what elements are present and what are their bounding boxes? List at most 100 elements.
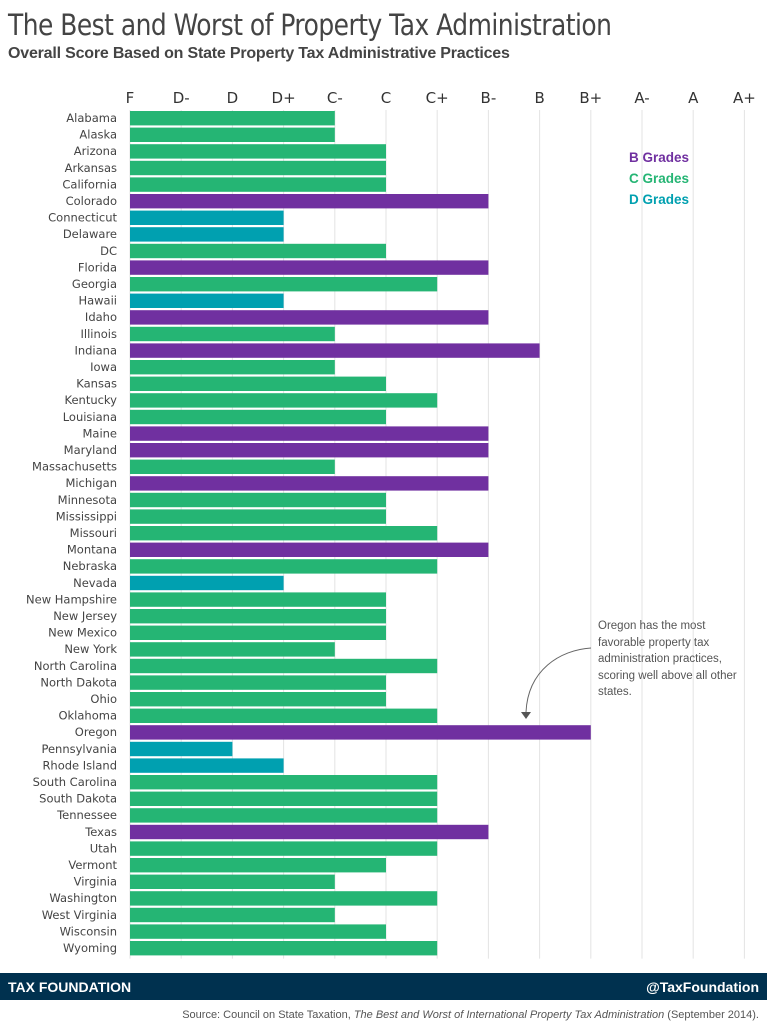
- bar: [130, 874, 335, 889]
- y-tick-label: New Jersey: [53, 609, 117, 623]
- y-tick-label: Hawaii: [78, 294, 117, 308]
- y-axis-labels: Alabama Alaska Arizona Arkansas California Co…: [26, 111, 117, 955]
- bar: [130, 675, 386, 690]
- y-tick-label: Florida: [78, 260, 117, 274]
- legend: B Grades C Grades D Grades: [629, 150, 689, 207]
- source-note: Source: Council on State Taxation, The B…: [182, 1009, 759, 1021]
- y-tick-label: Utah: [90, 841, 117, 855]
- y-tick-label: Michigan: [65, 476, 117, 490]
- y-tick-label: Oklahoma: [58, 709, 117, 723]
- bars: [130, 111, 591, 956]
- y-tick-label: Minnesota: [58, 493, 117, 507]
- y-tick-label: Wyoming: [63, 941, 117, 955]
- chart-title: The Best and Worst of Property Tax Admin…: [8, 8, 612, 42]
- y-tick-label: Ohio: [90, 692, 117, 706]
- bar: [130, 609, 386, 624]
- annotation-arrow-line: [525, 647, 592, 713]
- bar: [130, 409, 386, 425]
- x-tick-label: B: [534, 89, 544, 107]
- source-prefix: Source: Council on State Taxation,: [182, 1009, 354, 1021]
- source-title: The Best and Worst of International Prop…: [353, 1009, 665, 1021]
- bar: [130, 160, 386, 176]
- y-tick-label: Montana: [67, 543, 117, 557]
- y-tick-label: Illinois: [81, 327, 118, 341]
- x-tick-label: B-: [481, 89, 497, 107]
- y-tick-label: Vermont: [68, 858, 117, 872]
- bar: [130, 476, 489, 491]
- bar: [130, 708, 438, 723]
- bar: [130, 243, 386, 259]
- x-tick-label: A+: [733, 89, 756, 107]
- x-tick-label: C-: [327, 89, 343, 107]
- bar: [130, 692, 386, 707]
- y-tick-label: California: [62, 177, 117, 191]
- bar: [130, 326, 335, 342]
- footer-handle: @TaxFoundation: [646, 979, 759, 995]
- bar: [130, 492, 386, 508]
- bar: [130, 144, 386, 159]
- bar: [130, 509, 386, 524]
- bar: [130, 891, 438, 906]
- y-tick-label: South Dakota: [39, 792, 117, 806]
- footer-brand: TAX FOUNDATION: [8, 979, 132, 995]
- bar: [130, 775, 438, 790]
- bar: [130, 227, 284, 242]
- y-tick-label: Indiana: [74, 343, 117, 357]
- x-tick-label: F: [126, 89, 135, 107]
- y-tick-label: Idaho: [85, 310, 117, 324]
- bar: [130, 824, 489, 840]
- footer-bar: TAX FOUNDATION @TaxFoundation: [0, 973, 767, 1000]
- y-tick-label: New York: [64, 642, 117, 656]
- x-tick-label: A-: [634, 89, 649, 107]
- bar: [130, 758, 284, 773]
- x-tick-label: B+: [579, 89, 602, 107]
- bar: [130, 924, 386, 939]
- y-tick-label: Mississippi: [56, 509, 117, 523]
- source-suffix: (September 2014).: [664, 1009, 759, 1021]
- annotation-arrow-head: [521, 712, 531, 719]
- annotation-arrow: [521, 647, 592, 719]
- bar: [130, 426, 489, 441]
- y-tick-label: Arizona: [74, 144, 117, 158]
- bar: [130, 725, 591, 740]
- bar: [130, 210, 284, 225]
- y-tick-label: Maine: [82, 426, 117, 440]
- bar: [130, 443, 489, 458]
- oregon-annotation: Oregon has the most favorable property t…: [598, 620, 737, 698]
- bar: [130, 907, 335, 923]
- legend-item: D Grades: [629, 192, 689, 207]
- x-tick-label: D: [227, 89, 239, 107]
- bar: [130, 791, 438, 806]
- bar: [130, 260, 489, 275]
- y-tick-label: Connecticut: [48, 211, 117, 225]
- y-tick-label: Kansas: [76, 377, 117, 391]
- bar: [130, 741, 233, 757]
- bar: [130, 277, 438, 292]
- bar: [130, 841, 438, 856]
- y-tick-label: Kentucky: [64, 393, 117, 407]
- x-tick-label: A: [688, 89, 699, 107]
- y-tick-label: Delaware: [63, 227, 117, 241]
- bar: [130, 194, 489, 209]
- bar: [130, 858, 386, 873]
- bar: [130, 542, 489, 557]
- x-tick-label: C+: [426, 89, 449, 107]
- bar: [130, 526, 438, 541]
- bar: [130, 360, 335, 375]
- x-axis-ticks: F D- D D+ C- C C+ B- B B+ A- A A+: [126, 89, 756, 107]
- bar: [130, 293, 284, 308]
- y-tick-label: North Dakota: [40, 675, 117, 689]
- y-tick-label: Georgia: [72, 277, 117, 291]
- x-tick-label: C: [381, 89, 391, 107]
- y-tick-label: Washington: [49, 891, 117, 905]
- y-tick-label: Wisconsin: [60, 924, 117, 938]
- y-tick-label: New Mexico: [48, 626, 117, 640]
- y-tick-label: Alaska: [79, 128, 117, 142]
- bar: [130, 575, 284, 591]
- y-tick-label: DC: [100, 244, 117, 258]
- y-tick-label: Virginia: [74, 875, 117, 889]
- y-tick-label: Arkansas: [65, 161, 117, 175]
- y-tick-label: Rhode Island: [42, 758, 117, 772]
- y-tick-label: West Virginia: [42, 908, 117, 922]
- x-tick-label: D+: [272, 89, 296, 107]
